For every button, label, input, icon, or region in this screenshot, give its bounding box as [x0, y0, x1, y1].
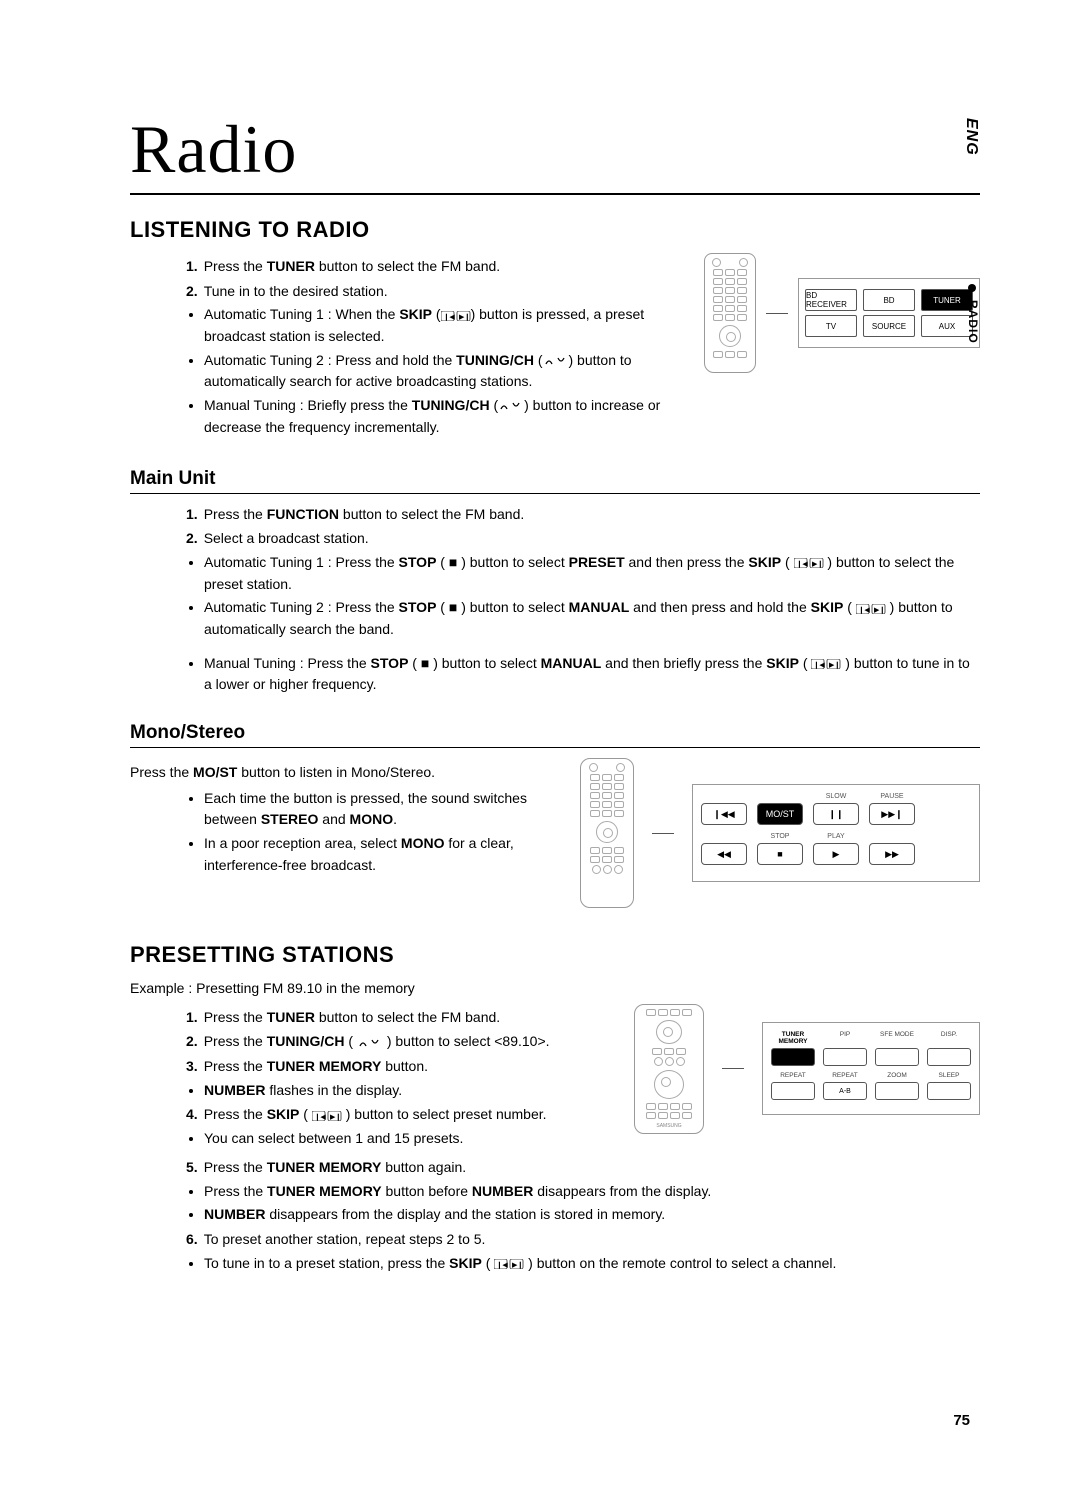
tuning-icon: [498, 401, 524, 411]
btn-stop: ■: [757, 843, 803, 865]
diagram-source-select: BD RECEIVER BD TUNER TV SOURCE AUX: [704, 253, 980, 373]
btn-pause: ❙❙: [813, 803, 859, 825]
heading-listening: LISTENING TO RADIO: [130, 217, 980, 243]
side-label-radio: RADIO: [966, 300, 980, 344]
side-dot: [968, 284, 976, 292]
svg-text:❙◀: ❙◀: [443, 313, 455, 321]
source-panel: BD RECEIVER BD TUNER TV SOURCE AUX: [798, 278, 980, 348]
label-stop: STOP: [757, 833, 803, 840]
skip-icon: ❙◀▶❙: [811, 659, 841, 669]
skip-icon: ❙◀ ▶❙: [312, 1111, 342, 1121]
diagram-most: SLOW PAUSE ❙◀◀ MO/ST ❙❙ ▶▶❙ STOP PLAY ◀◀…: [580, 758, 980, 908]
label-zoom: ZOOM: [875, 1072, 919, 1079]
preset-s3-b: NUMBER flashes in the display.: [204, 1080, 614, 1102]
listening-steps: 1.Press the TUNER button to select the F…: [130, 256, 684, 439]
src-source: SOURCE: [863, 315, 915, 337]
btn-ab: A-B: [823, 1082, 867, 1100]
preset-s5-b1: Press the TUNER MEMORY button before NUM…: [204, 1181, 980, 1203]
page-number: 75: [953, 1412, 970, 1429]
step2-num: 2.: [186, 283, 198, 299]
preset-steps-cont: 5.Press the TUNER MEMORY button again. P…: [130, 1157, 980, 1274]
step1-num: 1.: [186, 258, 198, 274]
tuner-panel: TUNER MEMORY PIP SFE MODE DISP. REPEAT R…: [762, 1022, 980, 1115]
preset-s5-b2: NUMBER disappears from the display and t…: [204, 1204, 980, 1226]
btn-rew: ◀◀: [701, 843, 747, 865]
remote-icon: SAMSUNG: [634, 1004, 704, 1134]
skip-icon: ❙◀ ▶❙: [856, 604, 886, 614]
preset-s4-b: You can select between 1 and 15 presets.: [204, 1128, 614, 1150]
remote-icon: [704, 253, 756, 373]
src-tv: TV: [805, 315, 857, 337]
btn-sfe: [875, 1048, 919, 1066]
preset-example: Example : Presetting FM 89.10 in the mem…: [130, 978, 980, 1000]
remote-icon: [580, 758, 634, 908]
label-pip: PIP: [823, 1031, 867, 1045]
btn-most: MO/ST: [757, 803, 803, 825]
btn-prev: ❙◀◀: [701, 803, 747, 825]
monostereo-b1: Each time the button is pressed, the sou…: [204, 788, 560, 831]
heading-mono-stereo: Mono/Stereo: [130, 722, 980, 748]
step2-text: Tune in to the desired station.: [204, 283, 388, 299]
label-play: PLAY: [813, 833, 859, 840]
monostereo-bullets: Each time the button is pressed, the sou…: [130, 788, 560, 877]
diagram-tuner-memory: SAMSUNG TUNER MEMORY PIP SFE MODE DISP.: [634, 1004, 980, 1134]
btn-zoom: [875, 1082, 919, 1100]
svg-text:▶❙: ▶❙: [459, 313, 470, 321]
side-label-eng: ENG: [962, 118, 980, 156]
svg-text:❙◀: ❙◀: [497, 1261, 509, 1269]
mainunit-steps: 1.Press the FUNCTION button to select th…: [130, 504, 980, 697]
skip-icon: ❙◀ ▶❙: [794, 558, 824, 568]
heading-main-unit: Main Unit: [130, 468, 980, 494]
src-bd: BD: [863, 289, 915, 311]
svg-text:❙◀: ❙◀: [814, 661, 826, 669]
connector-line: [652, 833, 674, 834]
monostereo-b2: In a poor reception area, select MONO fo…: [204, 833, 560, 876]
svg-text:▶❙: ▶❙: [874, 606, 885, 614]
tuning-icon: [543, 356, 569, 366]
svg-text:▶❙: ▶❙: [829, 661, 840, 669]
most-panel: SLOW PAUSE ❙◀◀ MO/ST ❙❙ ▶▶❙ STOP PLAY ◀◀…: [692, 784, 980, 882]
btn-play: ▶: [813, 843, 859, 865]
btn-disp: [927, 1048, 971, 1066]
listening-bullet-3: Manual Tuning : Briefly press the TUNING…: [204, 395, 684, 438]
label-pause: PAUSE: [869, 793, 915, 800]
src-bd-receiver: BD RECEIVER: [805, 289, 857, 311]
heading-preset: PRESETTING STATIONS: [130, 942, 980, 968]
page-title: Radio: [130, 110, 980, 195]
label-slow: SLOW: [813, 793, 859, 800]
mainunit-b1: Automatic Tuning 1 : Press the STOP ( ■ …: [204, 552, 980, 595]
mainunit-b2: Automatic Tuning 2 : Press the STOP ( ■ …: [204, 597, 980, 640]
label-repeat2: REPEAT: [823, 1072, 867, 1079]
svg-text:❙◀: ❙◀: [314, 1113, 326, 1121]
btn-ff: ▶▶: [869, 843, 915, 865]
btn-tuner-memory: [771, 1048, 815, 1066]
preset-s6-b: To tune in to a preset station, press th…: [204, 1253, 980, 1275]
preset-steps: 1.Press the TUNER button to select the F…: [130, 1007, 614, 1150]
btn-pip: [823, 1048, 867, 1066]
tuning-icon: [357, 1038, 383, 1048]
listening-bullet-2: Automatic Tuning 2 : Press and hold the …: [204, 350, 684, 393]
btn-sleep: [927, 1082, 971, 1100]
svg-text:❙◀: ❙◀: [858, 606, 870, 614]
btn-repeat1: [771, 1082, 815, 1100]
skip-icon: ❙◀ ▶❙: [441, 311, 471, 321]
listening-bullet-1: Automatic Tuning 1 : When the SKIP (❙◀▶❙…: [204, 304, 684, 347]
svg-text:▶❙: ▶❙: [330, 1113, 341, 1121]
connector-line: [766, 313, 788, 314]
label-repeat1: REPEAT: [771, 1072, 815, 1079]
label-sleep: SLEEP: [927, 1072, 971, 1079]
label-tuner-memory: TUNER MEMORY: [771, 1031, 815, 1045]
btn-next: ▶▶❙: [869, 803, 915, 825]
svg-text:▶❙: ▶❙: [512, 1261, 523, 1269]
svg-text:❙◀: ❙◀: [796, 560, 808, 568]
connector-line: [722, 1068, 744, 1069]
skip-icon: ❙◀▶❙: [494, 1259, 524, 1269]
svg-text:▶❙: ▶❙: [812, 560, 823, 568]
mainunit-b3: Manual Tuning : Press the STOP ( ■ ) but…: [204, 653, 980, 696]
monostereo-intro: Press the MO/ST button to listen in Mono…: [130, 762, 560, 784]
label-sfe: SFE MODE: [875, 1031, 919, 1045]
label-disp: DISP.: [927, 1031, 971, 1045]
